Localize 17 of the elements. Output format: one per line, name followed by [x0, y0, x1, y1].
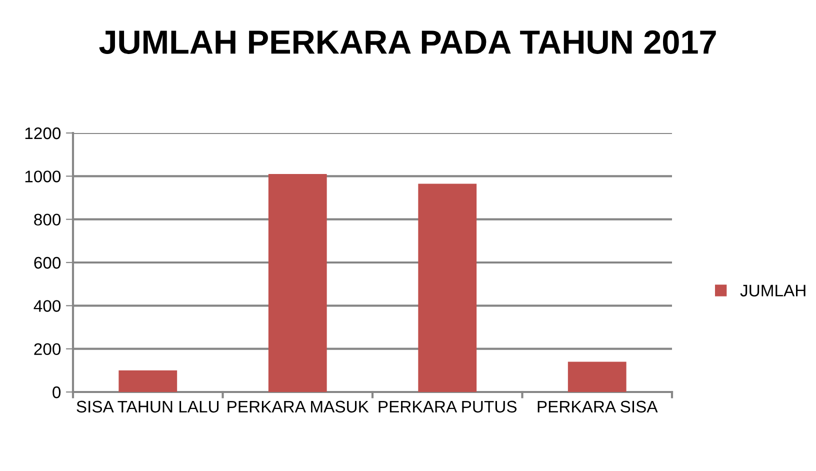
x-tick-label: PERKARA SISA	[538, 400, 658, 413]
bar	[568, 362, 626, 392]
y-tick-label: 400	[34, 300, 61, 312]
x-tick-label: PERKARA MASUK	[228, 400, 369, 413]
y-tick-label: 0	[52, 386, 61, 398]
y-tick-label: 200	[34, 343, 61, 356]
y-tick-label: 1200	[25, 127, 61, 140]
bar	[268, 174, 327, 392]
bar	[418, 184, 477, 392]
y-tick-label: 600	[34, 256, 61, 269]
legend-label: JUMLAH	[740, 284, 806, 296]
chart-title: JUMLAH PERKARA PADA TAHUN 2017	[99, 30, 716, 54]
bar	[118, 370, 178, 392]
y-tick-label: 800	[34, 214, 61, 226]
x-tick-label: PERKARA PUTUS	[378, 400, 517, 413]
y-tick-label: 1000	[25, 170, 61, 182]
x-tick-label: SISA TAHUN LALU	[76, 400, 219, 413]
